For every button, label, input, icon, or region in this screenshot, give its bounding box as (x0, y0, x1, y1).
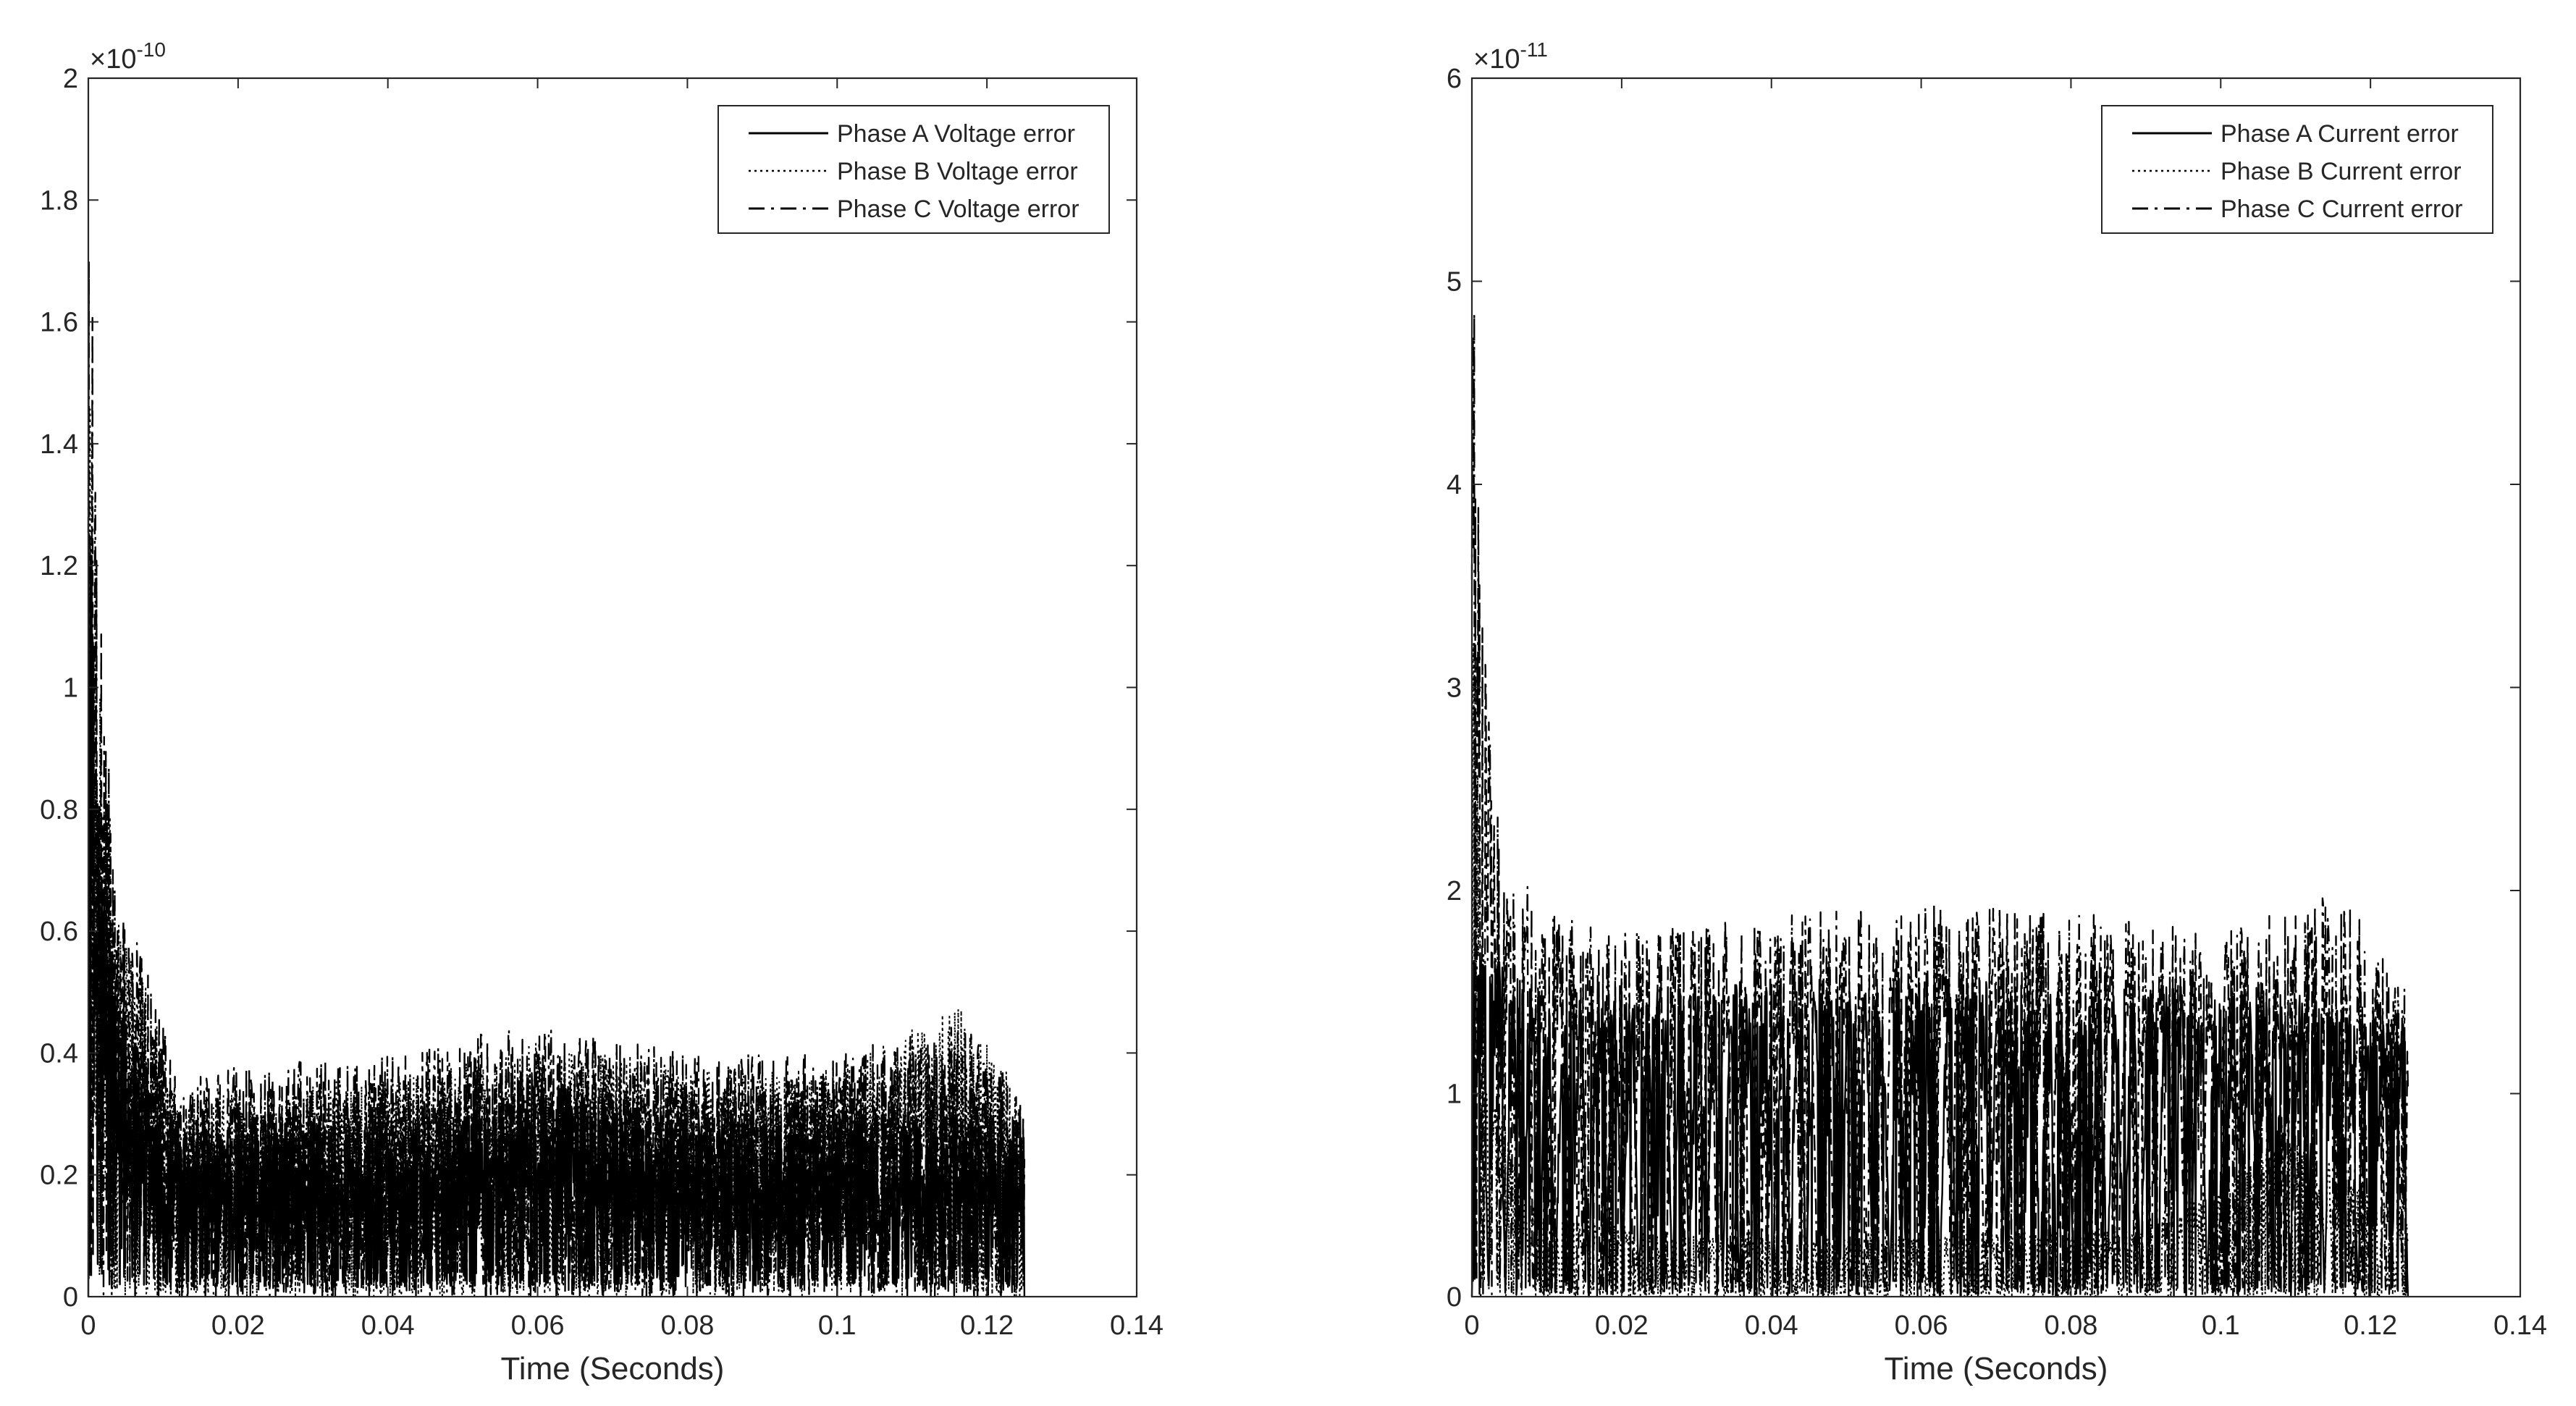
y-tick-label: 0 (1447, 1282, 1462, 1313)
x-tick-label: 0.1 (2202, 1310, 2240, 1341)
legend-entry-phase-b-current: Phase B Current error (2132, 158, 2462, 185)
voltage-error-x-axis-label: Time (Seconds) (501, 1351, 725, 1386)
y-tick-label: 1.8 (40, 185, 78, 216)
y-tick-label: 0.4 (40, 1038, 78, 1069)
y-tick-label: 6 (1447, 64, 1462, 94)
y-tick-label: 1 (1447, 1079, 1462, 1110)
y-tick-label: 0.6 (40, 917, 78, 947)
y-tick-label: 0.8 (40, 795, 78, 825)
current-error-ticks: 0 0.02 0.04 0.06 0.08 0.1 0.12 0.14 0 1 2 3 4 5 6 (1447, 64, 2547, 1341)
x-tick-label: 0.14 (1110, 1310, 1163, 1341)
legend-label-phase-b-current: Phase B Current error (2221, 158, 2462, 185)
series-line-phase-c-current-error (1470, 312, 2409, 1298)
legend-entry-phase-c-voltage: Phase C Voltage error (749, 195, 1079, 223)
x-tick-label: 0.02 (1595, 1310, 1649, 1341)
voltage-error-legend-box (717, 105, 1110, 234)
x-tick-label: 0.08 (660, 1310, 714, 1341)
legend-entry-phase-a-current: Phase A Current error (2132, 120, 2459, 148)
y-tick-label: 1.6 (40, 308, 78, 338)
x-tick-label: 0.1 (818, 1310, 856, 1341)
x-tick-label: 0.12 (2344, 1310, 2397, 1341)
current-error-y-exponent-base: ×10 (1473, 44, 1520, 75)
voltage-error-y-exponent: ×10-10 (90, 38, 166, 75)
current-error-legend: Phase A Current error Phase B Current er… (2101, 105, 2493, 234)
series-line-phase-b-current-error (1471, 604, 2409, 1297)
x-tick-label: 0.02 (211, 1310, 265, 1341)
current-error-legend-box (2101, 105, 2493, 234)
x-tick-label: 0.14 (2493, 1310, 2547, 1341)
legend-entry-phase-a-voltage: Phase A Voltage error (749, 120, 1075, 148)
voltage-error-y-exponent-power: -10 (136, 38, 165, 61)
current-error-x-axis-label: Time (Seconds) (1885, 1351, 2108, 1386)
y-tick-label: 0 (63, 1282, 78, 1313)
y-tick-label: 5 (1447, 267, 1462, 298)
x-tick-label: 0 (80, 1310, 96, 1341)
x-tick-label: 0.04 (1745, 1310, 1798, 1341)
legend-entry-phase-b-voltage: Phase B Voltage error (749, 158, 1078, 185)
y-tick-label: 0.2 (40, 1161, 78, 1191)
y-tick-label: 3 (1447, 673, 1462, 704)
current-error-y-exponent: ×10-11 (1473, 38, 1548, 75)
voltage-error-y-exponent-base: ×10 (90, 44, 136, 75)
current-error-y-exponent-power: -11 (1520, 38, 1547, 61)
y-tick-label: 2 (63, 64, 78, 94)
x-tick-label: 0.06 (1895, 1310, 1948, 1341)
y-tick-label: 1.2 (40, 551, 78, 581)
voltage-error-legend: Phase A Voltage error Phase B Voltage er… (717, 105, 1110, 234)
y-tick-label: 2 (1447, 876, 1462, 906)
current-error-chart: 0 0.02 0.04 0.06 0.08 0.1 0.12 0.14 0 1 2 3 4 5 6 ×10-… (1447, 38, 2547, 1386)
series-line-phase-c-voltage-error (87, 261, 1026, 1298)
legend-label-phase-c-current: Phase C Current error (2221, 195, 2462, 223)
x-tick-label: 0.12 (960, 1310, 1014, 1341)
x-tick-label: 0.06 (511, 1310, 565, 1341)
legend-label-phase-b-voltage: Phase B Voltage error (837, 158, 1078, 185)
legend-entry-phase-c-current: Phase C Current error (2132, 195, 2462, 223)
y-tick-label: 4 (1447, 470, 1462, 500)
x-tick-label: 0.08 (2044, 1310, 2097, 1341)
y-tick-label: 1 (63, 673, 78, 704)
legend-label-phase-a-current: Phase A Current error (2221, 120, 2459, 148)
x-tick-label: 0.04 (361, 1310, 415, 1341)
legend-label-phase-a-voltage: Phase A Voltage error (837, 120, 1075, 148)
legend-label-phase-c-voltage: Phase C Voltage error (837, 195, 1079, 223)
y-tick-label: 1.4 (40, 429, 78, 460)
voltage-error-ticks: 0 0.02 0.04 0.06 0.08 0.1 0.12 0.14 0 0.2 0.4 0.6 0.… (40, 64, 1163, 1341)
voltage-error-chart: 0 0.02 0.04 0.06 0.08 0.1 0.12 0.14 0 0.2 0.4 0.6 0.… (40, 38, 1163, 1386)
x-tick-label: 0 (1464, 1310, 1479, 1341)
